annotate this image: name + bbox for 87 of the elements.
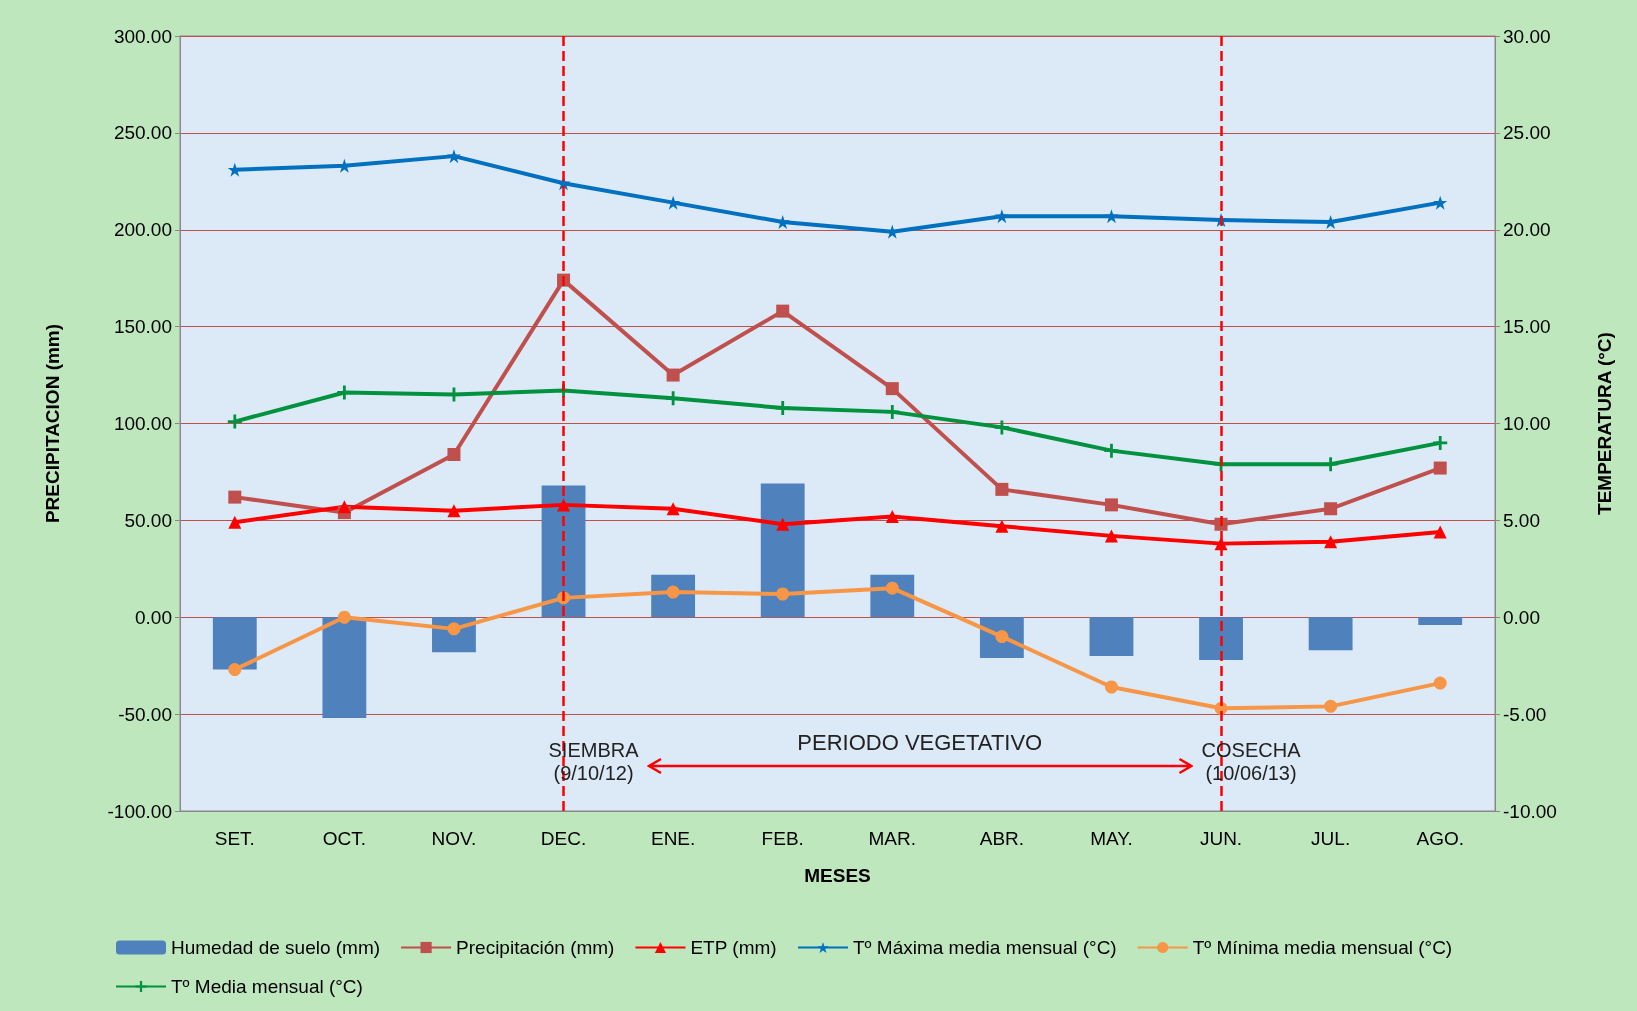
point bbox=[1324, 502, 1338, 516]
bar bbox=[1308, 617, 1353, 651]
x-tick-label: JUN. bbox=[1199, 828, 1243, 849]
point bbox=[1104, 680, 1118, 694]
y-tick-label: 100.00 bbox=[113, 413, 172, 434]
bar bbox=[322, 617, 367, 718]
point bbox=[1433, 525, 1447, 539]
x-tick-label: NOV. bbox=[431, 828, 477, 849]
ref-line-label: COSECHA (10/06/13) bbox=[1201, 739, 1301, 785]
y-tick-label: 150.00 bbox=[113, 316, 172, 338]
bar bbox=[1089, 617, 1134, 656]
bar bbox=[1418, 617, 1463, 625]
point bbox=[447, 504, 461, 518]
legend-label: Precipitación (mm) bbox=[456, 937, 615, 958]
point bbox=[228, 663, 242, 677]
point bbox=[1104, 498, 1118, 512]
x-tick-label: JUL. bbox=[1311, 828, 1351, 849]
ref-line-label: SIEMBRA (9/10/12) bbox=[548, 739, 639, 785]
point bbox=[885, 404, 900, 419]
point bbox=[1104, 443, 1119, 458]
point bbox=[1324, 535, 1338, 549]
y2-tick-label: 30.00 bbox=[1503, 25, 1551, 47]
x-tick-label: SET. bbox=[214, 828, 255, 849]
point bbox=[885, 510, 899, 523]
point bbox=[1433, 195, 1448, 210]
point bbox=[1324, 699, 1338, 713]
point bbox=[775, 401, 790, 415]
x-tick-label: FEB. bbox=[761, 828, 804, 849]
legend-label: Humedad de suelo (mm) bbox=[171, 937, 381, 958]
point bbox=[885, 382, 899, 396]
point bbox=[1104, 209, 1119, 224]
x-tick-label: ENE. bbox=[650, 828, 696, 849]
y-tick-label: 0.00 bbox=[135, 606, 172, 628]
x-tick-label: AGO. bbox=[1416, 828, 1464, 849]
point bbox=[776, 517, 790, 531]
y2-tick-label: -5.00 bbox=[1503, 703, 1547, 725]
point bbox=[885, 581, 899, 595]
y2-tick-label: 15.00 bbox=[1503, 316, 1551, 338]
y-tick-label: -50.00 bbox=[118, 703, 172, 725]
point bbox=[666, 502, 680, 516]
point bbox=[228, 515, 242, 529]
point bbox=[994, 209, 1009, 224]
point bbox=[776, 587, 790, 601]
x-tick-label: MAR. bbox=[868, 828, 917, 849]
point bbox=[1323, 457, 1338, 472]
y-tick-label: 250.00 bbox=[113, 122, 172, 144]
x-axis-title: MESES bbox=[804, 865, 871, 886]
point bbox=[446, 149, 461, 164]
point bbox=[995, 519, 1009, 533]
y2-tick-label: 10.00 bbox=[1503, 413, 1551, 434]
y2-tick-label: 0.00 bbox=[1503, 606, 1540, 628]
point bbox=[227, 414, 242, 429]
point bbox=[447, 448, 461, 461]
y2-tick-label: 25.00 bbox=[1503, 122, 1551, 144]
y2-tick-label: 20.00 bbox=[1503, 219, 1551, 241]
bar bbox=[1199, 617, 1243, 660]
y2-tick-label: -10.00 bbox=[1503, 800, 1557, 822]
point bbox=[995, 482, 1009, 496]
point bbox=[1104, 529, 1118, 543]
point bbox=[666, 195, 681, 210]
bar bbox=[760, 483, 805, 618]
point bbox=[1433, 676, 1447, 690]
bar bbox=[212, 617, 257, 670]
point bbox=[228, 490, 242, 504]
x-tick-label: OCT. bbox=[322, 828, 367, 849]
point bbox=[776, 304, 790, 318]
y2-axis-title: TEMPERATURA (°C) bbox=[1594, 332, 1615, 515]
point bbox=[1433, 461, 1447, 475]
y-tick-label: -100.00 bbox=[107, 800, 172, 822]
point bbox=[1433, 435, 1448, 450]
y-tick-label: 300.00 bbox=[113, 25, 172, 47]
point bbox=[666, 368, 680, 382]
point bbox=[337, 500, 351, 514]
point bbox=[994, 420, 1009, 435]
x-tick-label: ABR. bbox=[979, 828, 1025, 849]
annotation: PERIODO VEGETATIVO bbox=[797, 730, 1043, 756]
y-axis-title: PRECIPITACION (mm) bbox=[42, 323, 63, 524]
y2-tick-label: 5.00 bbox=[1503, 509, 1540, 531]
x-tick-label: DEC. bbox=[540, 828, 587, 849]
legend-label: Tº Máxima media mensual (°C) bbox=[852, 937, 1117, 958]
legend-label: Tº Media mensual (°C) bbox=[171, 976, 363, 997]
legend-label: Tº Mínima media mensual (°C) bbox=[1192, 937, 1453, 958]
point bbox=[337, 610, 351, 624]
x-tick-label: MAY. bbox=[1090, 828, 1133, 849]
y-tick-label: 200.00 bbox=[113, 219, 172, 241]
y-tick-label: 50.00 bbox=[124, 509, 172, 531]
legend-label: ETP (mm) bbox=[690, 937, 777, 958]
